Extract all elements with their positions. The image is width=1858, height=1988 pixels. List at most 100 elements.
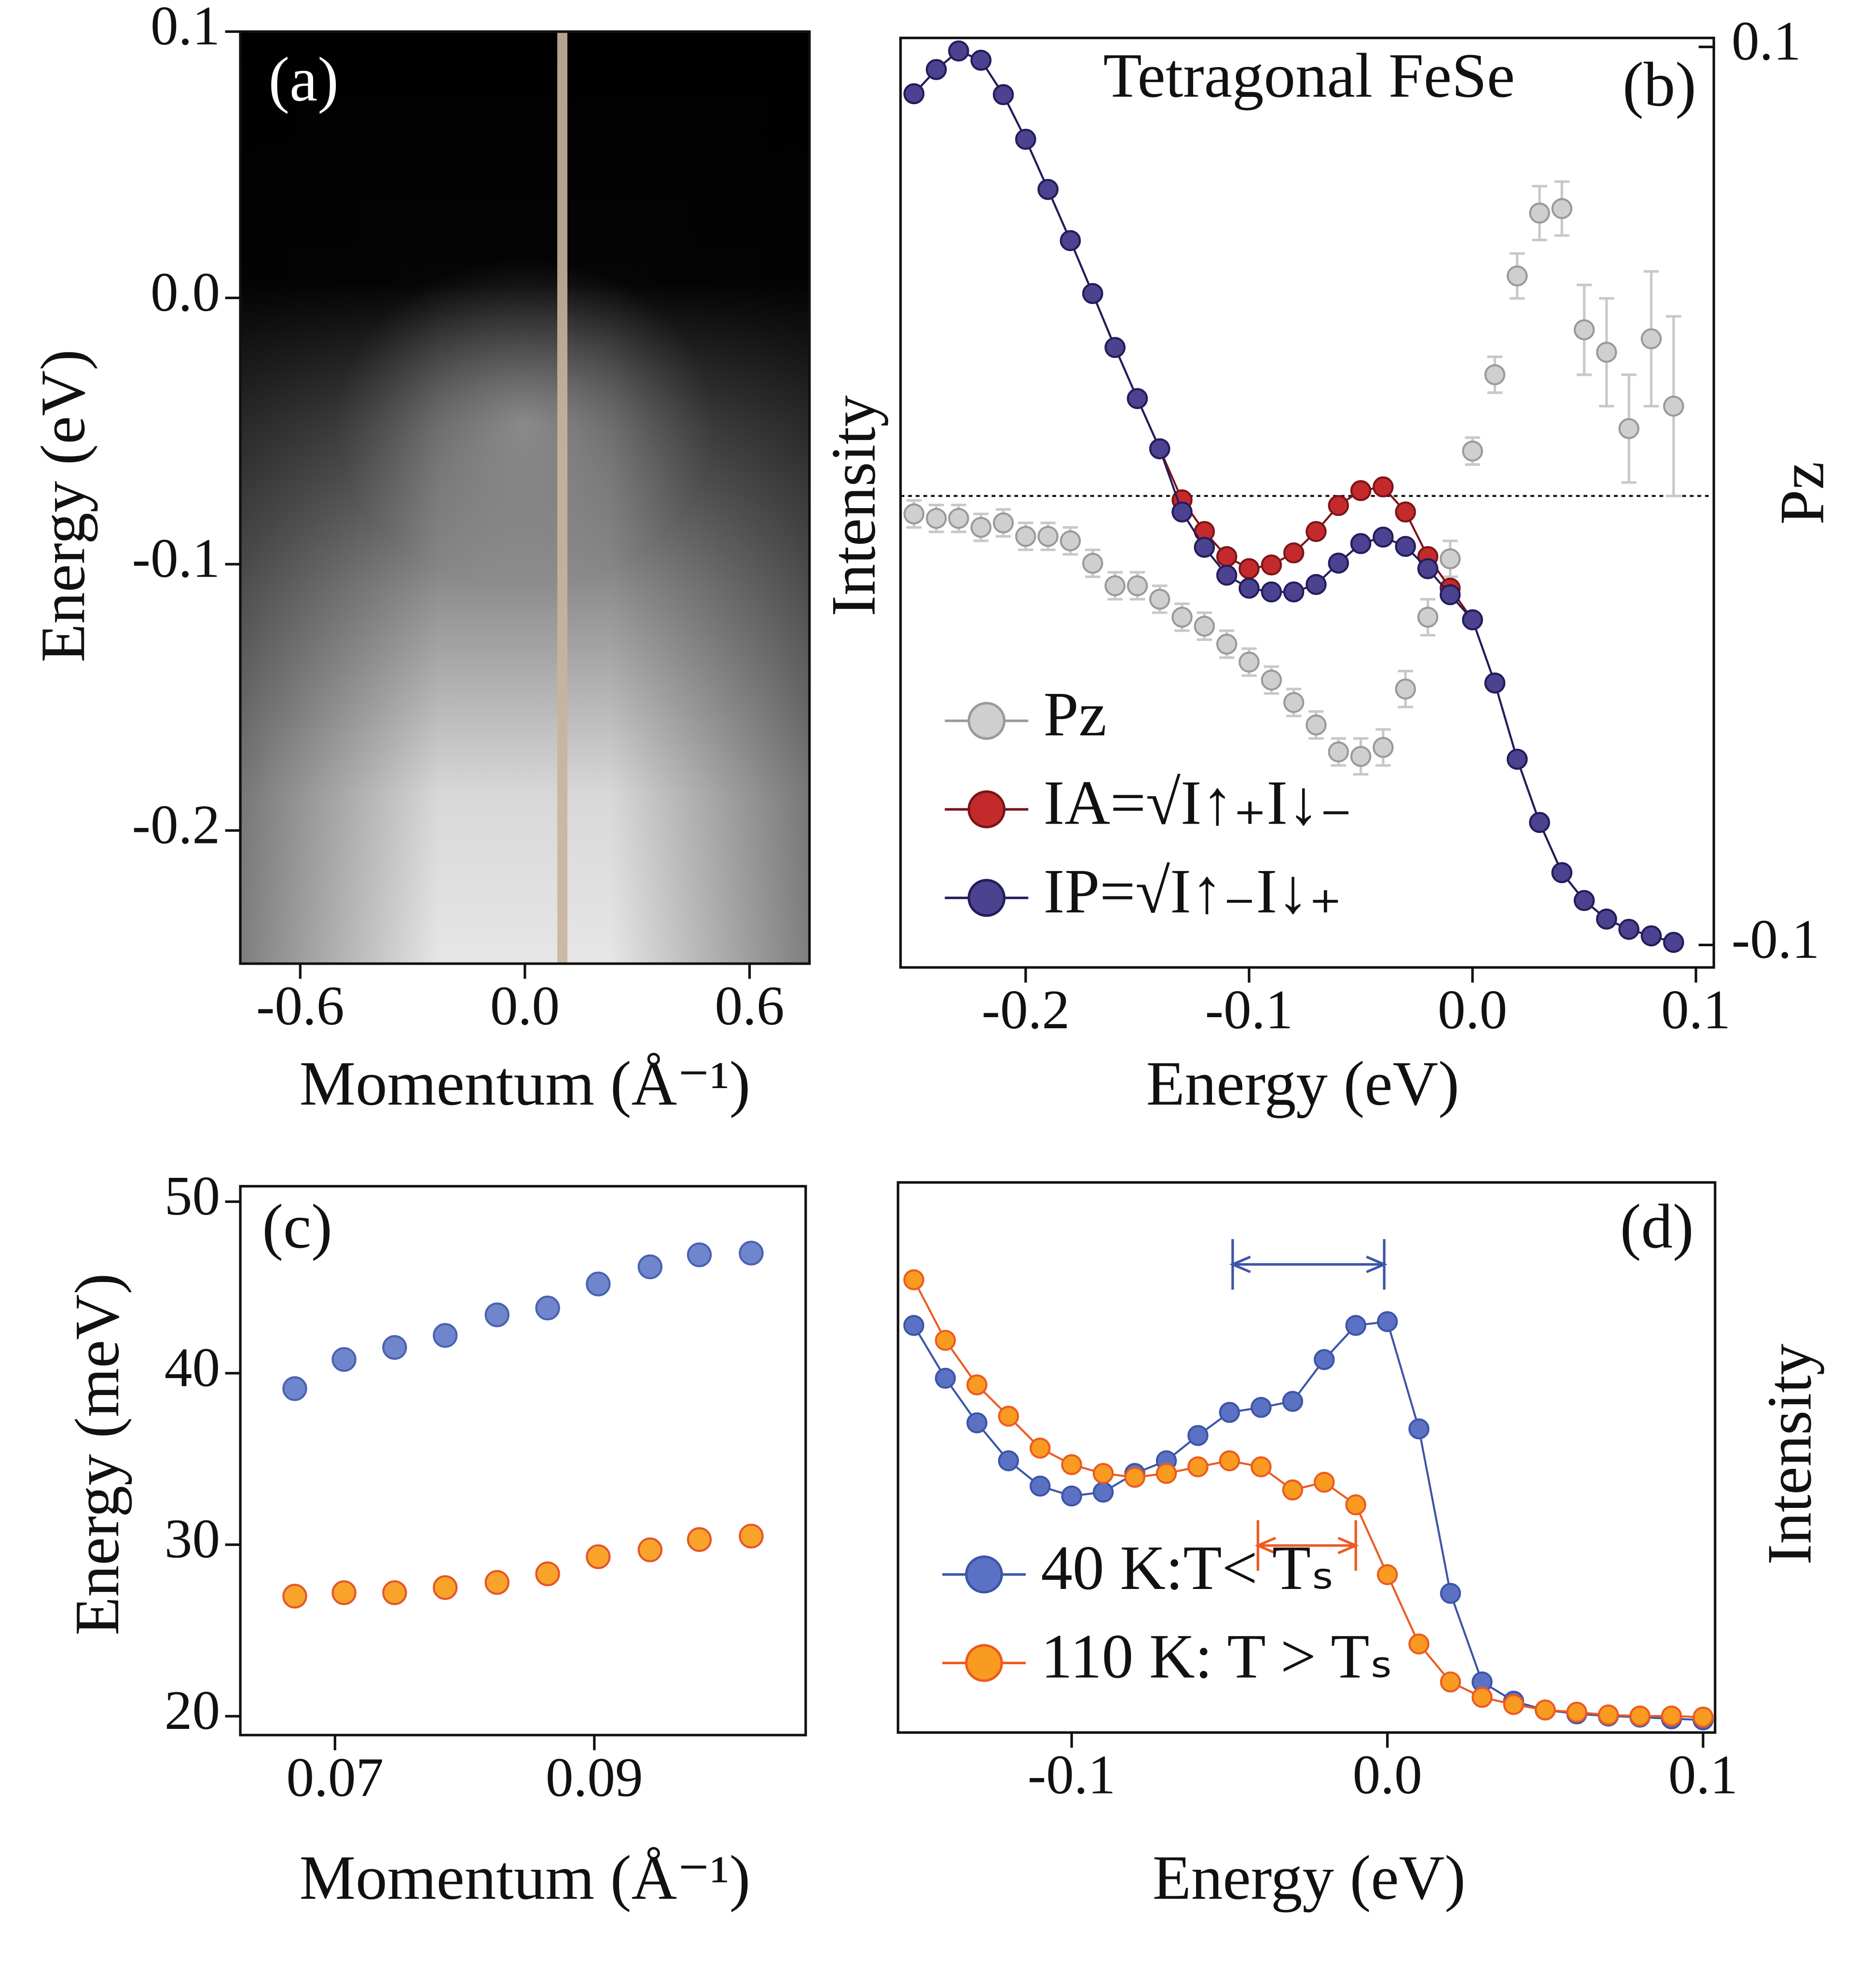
data-point xyxy=(1376,1564,1398,1586)
data-point xyxy=(1261,554,1282,576)
data-point xyxy=(1663,395,1684,417)
data-point xyxy=(331,1347,357,1372)
plot-frame xyxy=(239,1185,807,1737)
y-axis-label: Intensity xyxy=(819,395,889,617)
data-point xyxy=(1417,558,1439,580)
data-point xyxy=(992,84,1014,105)
data-point xyxy=(1373,737,1394,758)
data-point xyxy=(1306,714,1327,736)
data-point xyxy=(1462,609,1483,631)
data-point xyxy=(948,508,969,529)
x-axis-label: Momentum (Å⁻¹) xyxy=(300,1049,751,1118)
data-point xyxy=(535,1296,560,1321)
data-point xyxy=(637,1254,663,1280)
data-point xyxy=(1640,328,1662,349)
data-point xyxy=(1219,1402,1240,1423)
panel-label: (c) xyxy=(262,1191,332,1261)
data-point xyxy=(1061,1485,1082,1507)
x-tick-label: -0.1 xyxy=(1205,979,1294,1040)
data-point xyxy=(433,1575,458,1600)
data-point xyxy=(992,512,1014,534)
data-point xyxy=(1417,607,1439,628)
data-point xyxy=(998,1450,1019,1472)
data-point xyxy=(1472,1686,1493,1708)
data-point xyxy=(1350,746,1372,767)
arrow xyxy=(1229,1239,1388,1290)
data-point xyxy=(1640,925,1662,947)
data-point xyxy=(1506,265,1528,287)
x-tick-label: 0.0 xyxy=(490,975,560,1036)
data-point xyxy=(1395,678,1416,700)
data-point xyxy=(1573,319,1595,341)
panel: -0.6 0.0 0.6 0.1 0.0 -0.1 -0.2 (a) Momentum (Å⁻¹… xyxy=(28,0,811,1118)
data-point xyxy=(1082,552,1103,574)
data-point xyxy=(925,59,947,80)
data-point xyxy=(1661,1705,1682,1727)
data-point xyxy=(1015,128,1036,150)
data-point xyxy=(1239,558,1260,580)
data-point xyxy=(282,1584,307,1609)
data-point xyxy=(1149,438,1170,459)
y-tick-label: 50 xyxy=(165,1165,220,1227)
data-point xyxy=(1345,1494,1366,1516)
data-point xyxy=(1551,198,1573,220)
data-point xyxy=(1395,536,1416,557)
y-tick-label: 40 xyxy=(165,1336,220,1398)
data-point xyxy=(998,1406,1019,1427)
data-point xyxy=(586,1544,611,1569)
data-point xyxy=(1596,909,1617,930)
x-axis-label: Energy (eV) xyxy=(1146,1049,1459,1118)
data-point xyxy=(1127,388,1148,409)
heatmap-shade xyxy=(240,31,810,964)
data-point xyxy=(903,503,925,525)
x-tick-label: 0.6 xyxy=(715,975,784,1036)
data-point xyxy=(1029,1437,1051,1459)
data-point xyxy=(1408,1633,1430,1655)
data-point xyxy=(935,1329,956,1351)
data-point xyxy=(966,1374,988,1395)
data-point xyxy=(1261,581,1282,603)
data-point xyxy=(1529,202,1550,224)
data-point xyxy=(1408,1418,1430,1440)
x-tick-label: 0.0 xyxy=(1438,979,1507,1040)
data-point xyxy=(1440,1583,1461,1604)
data-point xyxy=(1597,1704,1619,1726)
y-axis-label: Intensity xyxy=(1755,1343,1825,1565)
data-point xyxy=(1328,552,1349,574)
legend-label: Pz xyxy=(1044,679,1107,749)
data-point xyxy=(382,1580,407,1605)
x-tick-label: 0.0 xyxy=(1352,1744,1422,1806)
data-point xyxy=(1092,1463,1114,1484)
data-point xyxy=(739,1523,764,1549)
data-point xyxy=(1124,1466,1145,1488)
legend-marker xyxy=(967,702,1006,740)
legend-marker xyxy=(967,879,1006,917)
data-point xyxy=(1037,179,1059,200)
data-point xyxy=(1306,574,1327,595)
data-point xyxy=(1629,1705,1651,1727)
data-point xyxy=(948,40,969,62)
data-point xyxy=(1350,480,1372,501)
x-tick-label: 0.1 xyxy=(1668,1744,1738,1806)
data-point xyxy=(1251,1397,1272,1418)
x-tick-label: 0.1 xyxy=(1661,979,1731,1040)
data-point xyxy=(1618,919,1639,940)
data-point xyxy=(1529,812,1550,833)
data-point xyxy=(970,517,991,538)
data-point xyxy=(1573,890,1595,911)
data-point xyxy=(1313,1349,1335,1370)
data-point xyxy=(1082,283,1103,304)
data-point xyxy=(1283,581,1305,603)
data-point xyxy=(1440,1671,1461,1693)
data-point xyxy=(1216,546,1238,567)
data-point xyxy=(935,1367,956,1389)
data-point xyxy=(1060,230,1081,251)
data-point xyxy=(1283,542,1305,564)
data-point xyxy=(331,1580,357,1605)
data-point xyxy=(1171,607,1193,628)
data-point xyxy=(1663,932,1684,953)
panel-label: (d) xyxy=(1620,1191,1694,1261)
data-point xyxy=(1306,521,1327,542)
data-point xyxy=(484,1570,509,1595)
y-tick-label: -0.2 xyxy=(132,794,220,856)
